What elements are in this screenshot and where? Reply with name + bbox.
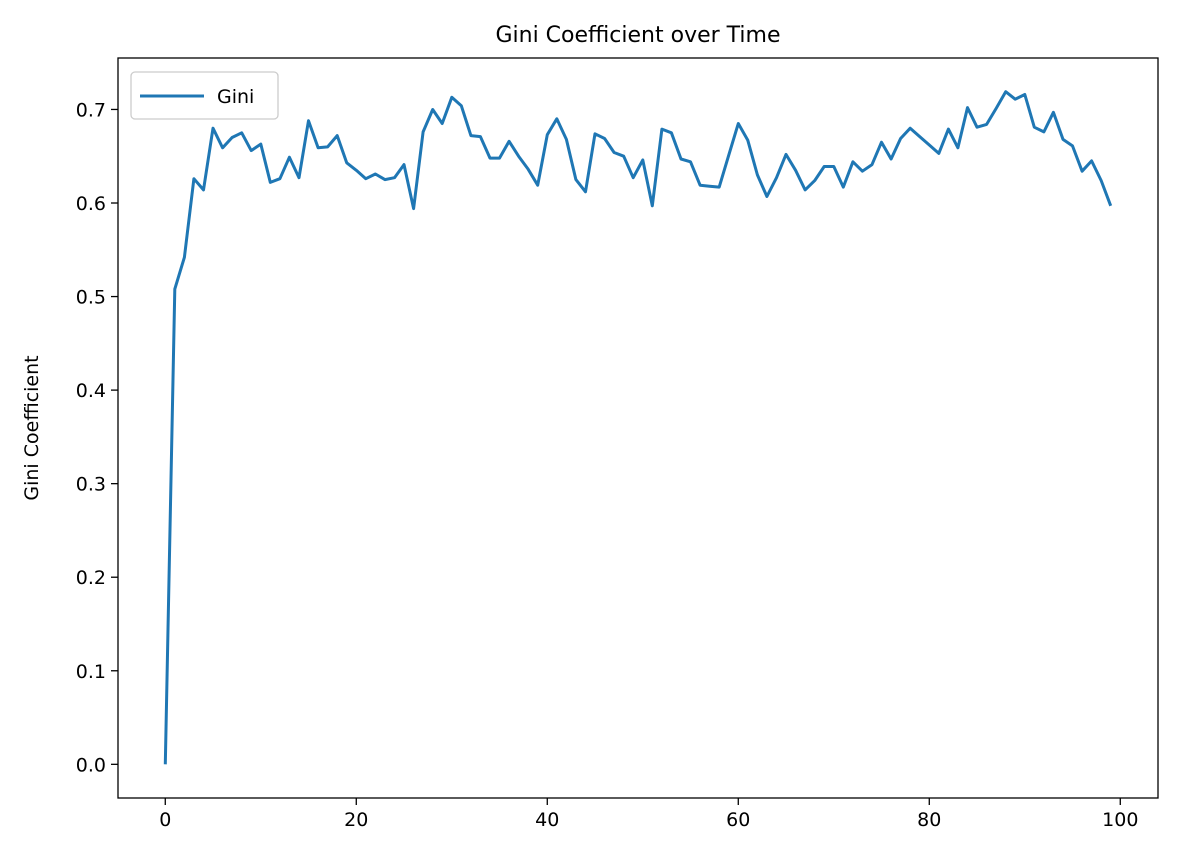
y-tick-label: 0.0	[76, 754, 106, 776]
y-tick-label: 0.7	[76, 99, 106, 121]
x-tick-label: 0	[159, 809, 171, 831]
y-axis-label: Gini Coefficient	[21, 355, 43, 500]
x-tick-label: 60	[726, 809, 750, 831]
y-tick-label: 0.5	[76, 287, 106, 309]
y-tick-label: 0.3	[76, 474, 106, 496]
x-tick-label: 40	[535, 809, 559, 831]
y-tick-label: 0.1	[76, 661, 106, 683]
x-tick-label: 20	[344, 809, 368, 831]
legend: Gini	[130, 71, 279, 120]
x-tick-label: 100	[1102, 809, 1138, 831]
series-line-gini	[163, 90, 1113, 765]
x-tick-label: 80	[917, 809, 941, 831]
y-tick-label: 0.2	[76, 567, 106, 589]
chart-title: Gini Coefficient over Time	[495, 23, 780, 48]
plot-frame	[117, 57, 1159, 799]
legend-label-gini: Gini	[217, 86, 254, 108]
y-tick-label: 0.6	[76, 193, 106, 215]
y-tick-label: 0.4	[76, 380, 106, 402]
